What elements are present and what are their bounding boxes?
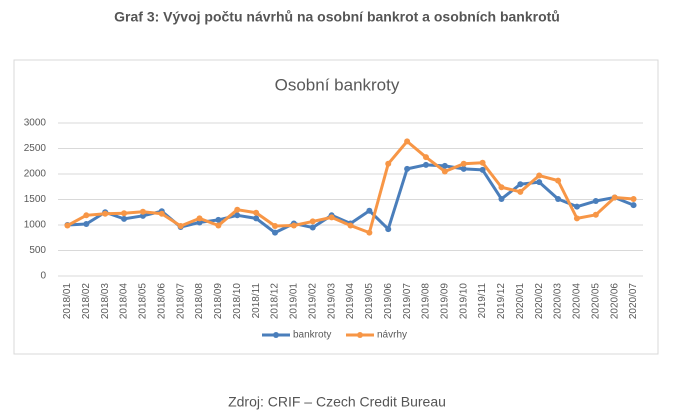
point xyxy=(573,215,580,222)
x-tick-label: 2020/05 xyxy=(590,283,601,320)
x-tick-label: 2020/04 xyxy=(572,283,583,320)
legend-label: bankroty xyxy=(293,330,331,341)
x-tick-label: 2018/06 xyxy=(156,283,167,320)
point xyxy=(215,222,222,229)
point xyxy=(253,215,260,222)
x-tick-label: 2019/10 xyxy=(458,283,469,320)
point xyxy=(158,210,165,217)
chart-title: Osobní bankroty xyxy=(275,75,400,94)
x-tick-label: 2018/05 xyxy=(138,283,149,320)
y-tick-label: 2500 xyxy=(24,143,47,154)
x-tick-label: 2020/07 xyxy=(628,283,639,320)
point xyxy=(536,179,543,186)
y-tick-label: 3000 xyxy=(24,118,47,129)
point xyxy=(630,202,637,209)
chart-frame xyxy=(13,59,659,355)
point xyxy=(385,160,392,167)
point xyxy=(441,162,448,169)
x-tick-label: 2020/02 xyxy=(534,283,545,320)
point xyxy=(592,211,599,218)
x-tick-label: 2018/08 xyxy=(194,283,205,320)
point xyxy=(215,216,222,223)
point xyxy=(366,207,373,214)
point xyxy=(83,220,90,227)
point xyxy=(460,160,467,167)
x-tick-label: 2018/03 xyxy=(100,283,111,320)
point xyxy=(64,222,71,229)
point xyxy=(366,229,373,236)
legend-marker xyxy=(357,332,363,338)
y-tick-label: 1000 xyxy=(24,220,47,231)
x-tick-label: 2019/01 xyxy=(289,283,300,320)
point xyxy=(404,138,411,145)
point xyxy=(460,165,467,172)
point xyxy=(177,223,184,230)
point xyxy=(479,166,486,173)
point xyxy=(272,223,279,230)
point xyxy=(139,208,146,215)
point xyxy=(630,195,637,202)
point xyxy=(498,184,505,191)
point xyxy=(253,209,260,216)
x-tick-label: 2019/03 xyxy=(326,283,337,320)
point xyxy=(309,224,316,231)
point xyxy=(536,172,543,179)
point xyxy=(121,210,128,217)
point xyxy=(555,177,562,184)
x-tick-label: 2018/02 xyxy=(81,283,92,320)
x-tick-label: 2018/04 xyxy=(119,283,130,320)
point xyxy=(234,206,241,213)
point xyxy=(272,229,279,236)
y-tick-label: 1500 xyxy=(24,194,47,205)
x-tick-label: 2019/09 xyxy=(439,283,450,320)
x-tick-label: 2020/03 xyxy=(553,283,564,320)
y-tick-label: 500 xyxy=(29,245,46,256)
point xyxy=(309,218,316,225)
x-tick-label: 2020/06 xyxy=(609,283,620,320)
x-tick-label: 2018/10 xyxy=(232,283,243,320)
point xyxy=(422,161,429,168)
x-tick-label: 2018/09 xyxy=(213,283,224,320)
x-tick-label: 2020/01 xyxy=(515,283,526,320)
x-tick-label: 2019/06 xyxy=(383,283,394,320)
x-tick-label: 2019/08 xyxy=(421,283,432,320)
x-tick-label: 2019/12 xyxy=(496,283,507,320)
point xyxy=(573,203,580,210)
point xyxy=(196,215,203,222)
point xyxy=(555,195,562,202)
x-tick-label: 2019/11 xyxy=(477,283,488,319)
y-tick-label: 2000 xyxy=(24,169,47,180)
point xyxy=(328,214,335,221)
point xyxy=(611,194,618,201)
point xyxy=(592,198,599,205)
heading: Graf 3: Vývoj počtu návrhů na osobní ban… xyxy=(114,9,560,25)
x-tick-label: 2018/07 xyxy=(175,283,186,320)
x-tick-label: 2018/01 xyxy=(62,283,73,320)
point xyxy=(517,188,524,195)
point xyxy=(498,195,505,202)
point xyxy=(422,154,429,161)
point xyxy=(102,210,109,217)
point xyxy=(517,181,524,188)
point xyxy=(441,168,448,175)
point xyxy=(347,222,354,229)
point xyxy=(404,165,411,172)
legend-marker xyxy=(273,332,279,338)
x-tick-label: 2018/12 xyxy=(270,283,281,320)
point xyxy=(290,222,297,229)
x-tick-label: 2019/02 xyxy=(307,283,318,320)
x-tick-label: 2019/04 xyxy=(345,283,356,320)
y-tick-label: 0 xyxy=(40,271,46,282)
source: Zdroj: CRIF – Czech Credit Bureau xyxy=(228,394,446,410)
point xyxy=(479,159,486,166)
point xyxy=(121,215,128,222)
legend-label: návrhy xyxy=(377,330,407,341)
x-tick-label: 2019/07 xyxy=(402,283,413,320)
x-tick-label: 2019/05 xyxy=(364,283,375,320)
point xyxy=(83,212,90,219)
x-tick-label: 2018/11 xyxy=(251,283,262,319)
point xyxy=(385,226,392,233)
point xyxy=(234,212,241,219)
